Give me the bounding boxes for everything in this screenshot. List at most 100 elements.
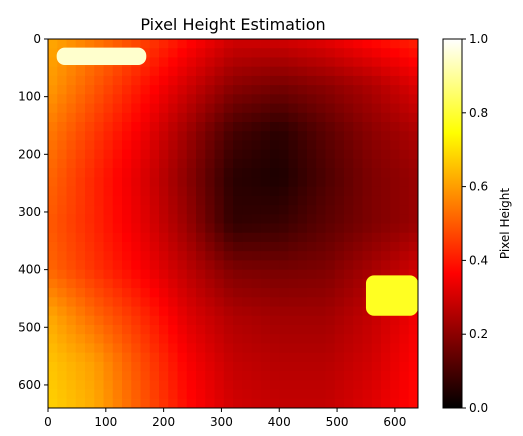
heatmap-cell (177, 57, 188, 68)
heatmap-cell (85, 260, 95, 271)
heatmap-cell (177, 112, 188, 123)
heatmap-cell (186, 39, 197, 49)
heatmap-cell (381, 122, 391, 132)
heatmap-cell (408, 158, 418, 169)
heatmap-cell (362, 48, 373, 59)
heatmap-cell (408, 380, 418, 391)
heatmap-cell (270, 195, 280, 206)
heatmap-cell (362, 389, 373, 400)
heatmap-cell (233, 158, 243, 169)
heatmap-cell (362, 149, 373, 160)
heatmap-cell (297, 57, 308, 68)
heatmap-cell (168, 39, 179, 49)
heatmap-cell (408, 140, 418, 151)
heatmap-cell (112, 343, 123, 354)
heatmap-cell (381, 315, 391, 326)
heatmap-cell (159, 94, 169, 105)
heatmap-cell (94, 297, 105, 308)
heatmap-cell (186, 57, 197, 68)
heatmap-cell (297, 103, 308, 114)
heatmap-cell (242, 288, 253, 298)
heatmap-cell (66, 94, 77, 105)
heatmap-cell (260, 251, 271, 261)
heatmap-cell (94, 371, 105, 381)
heatmap-cell (177, 343, 188, 354)
heatmap-cell (233, 278, 243, 289)
heatmap-cell (94, 352, 105, 363)
heatmap-cell (279, 48, 290, 59)
heatmap-cell (149, 288, 160, 298)
heatmap-cell (325, 371, 336, 381)
heatmap-cell (242, 371, 253, 381)
heatmap-cell (168, 352, 179, 363)
heatmap-cell (94, 103, 105, 114)
heatmap-cell (316, 232, 327, 243)
heatmap-cell (325, 241, 336, 252)
heatmap-cell (214, 85, 225, 95)
heatmap-cell (399, 131, 410, 142)
heatmap-cell (159, 48, 169, 59)
heatmap-cell (205, 85, 216, 95)
heatmap-cell (214, 251, 225, 261)
heatmap-cell (334, 85, 345, 95)
heatmap-cell (122, 334, 132, 345)
heatmap-cell (408, 324, 418, 335)
heatmap-cell (353, 251, 364, 261)
heatmap-cell (408, 131, 418, 142)
heatmap-cell (57, 140, 68, 151)
heatmap-cell (177, 149, 188, 160)
heatmap-cell (85, 66, 95, 77)
heatmap-cell (297, 48, 308, 59)
heatmap-cell (214, 278, 225, 289)
heatmap-cell (288, 131, 299, 142)
heatmap-cell (325, 48, 336, 59)
heatmap-cell (381, 269, 391, 280)
heatmap-cell (159, 334, 169, 345)
heatmap-cell (75, 149, 86, 160)
heatmap-cell (94, 260, 105, 271)
heatmap-cell (159, 297, 169, 308)
bright-regions (56, 47, 418, 316)
heatmap-cell (371, 75, 382, 86)
heatmap-cell (103, 158, 114, 169)
heatmap-cell (159, 223, 169, 234)
heatmap-cell (223, 278, 234, 289)
heatmap-cell (288, 324, 299, 335)
heatmap-cell (85, 168, 95, 178)
heatmap-cell (75, 343, 86, 354)
heatmap-cell (353, 205, 364, 215)
heatmap-cell (334, 149, 345, 160)
heatmap-cell (94, 75, 105, 86)
heatmap-cell (260, 39, 271, 49)
heatmap-cell (223, 380, 234, 391)
heatmap-cell (131, 324, 142, 335)
heatmap-cell (214, 131, 225, 142)
heatmap-cell (112, 168, 123, 178)
heatmap-cell (140, 85, 151, 95)
heatmap-cell (288, 241, 299, 252)
heatmap-cell (362, 241, 373, 252)
heatmap-cell (344, 48, 354, 59)
heatmap-cell (371, 380, 382, 391)
heatmap-cell (205, 371, 216, 381)
heatmap-cell (288, 278, 299, 289)
heatmap-cell (297, 39, 308, 49)
heatmap-cell (399, 94, 410, 105)
heatmap-cell (196, 389, 206, 400)
heatmap-cell (362, 103, 373, 114)
heatmap-cell (316, 251, 327, 261)
heatmap-cell (159, 269, 169, 280)
heatmap-cell (168, 66, 179, 77)
heatmap-cell (149, 158, 160, 169)
heatmap-cell (381, 343, 391, 354)
heatmap-cell (362, 371, 373, 381)
heatmap-cell (325, 177, 336, 188)
heatmap-cell (390, 85, 401, 95)
heatmap-cell (122, 343, 132, 354)
heatmap-cell (362, 94, 373, 105)
heatmap-cell (233, 398, 243, 408)
heatmap-cell (168, 334, 179, 345)
heatmap-cell (112, 251, 123, 261)
heatmap-cell (196, 205, 206, 215)
heatmap-cell (186, 324, 197, 335)
